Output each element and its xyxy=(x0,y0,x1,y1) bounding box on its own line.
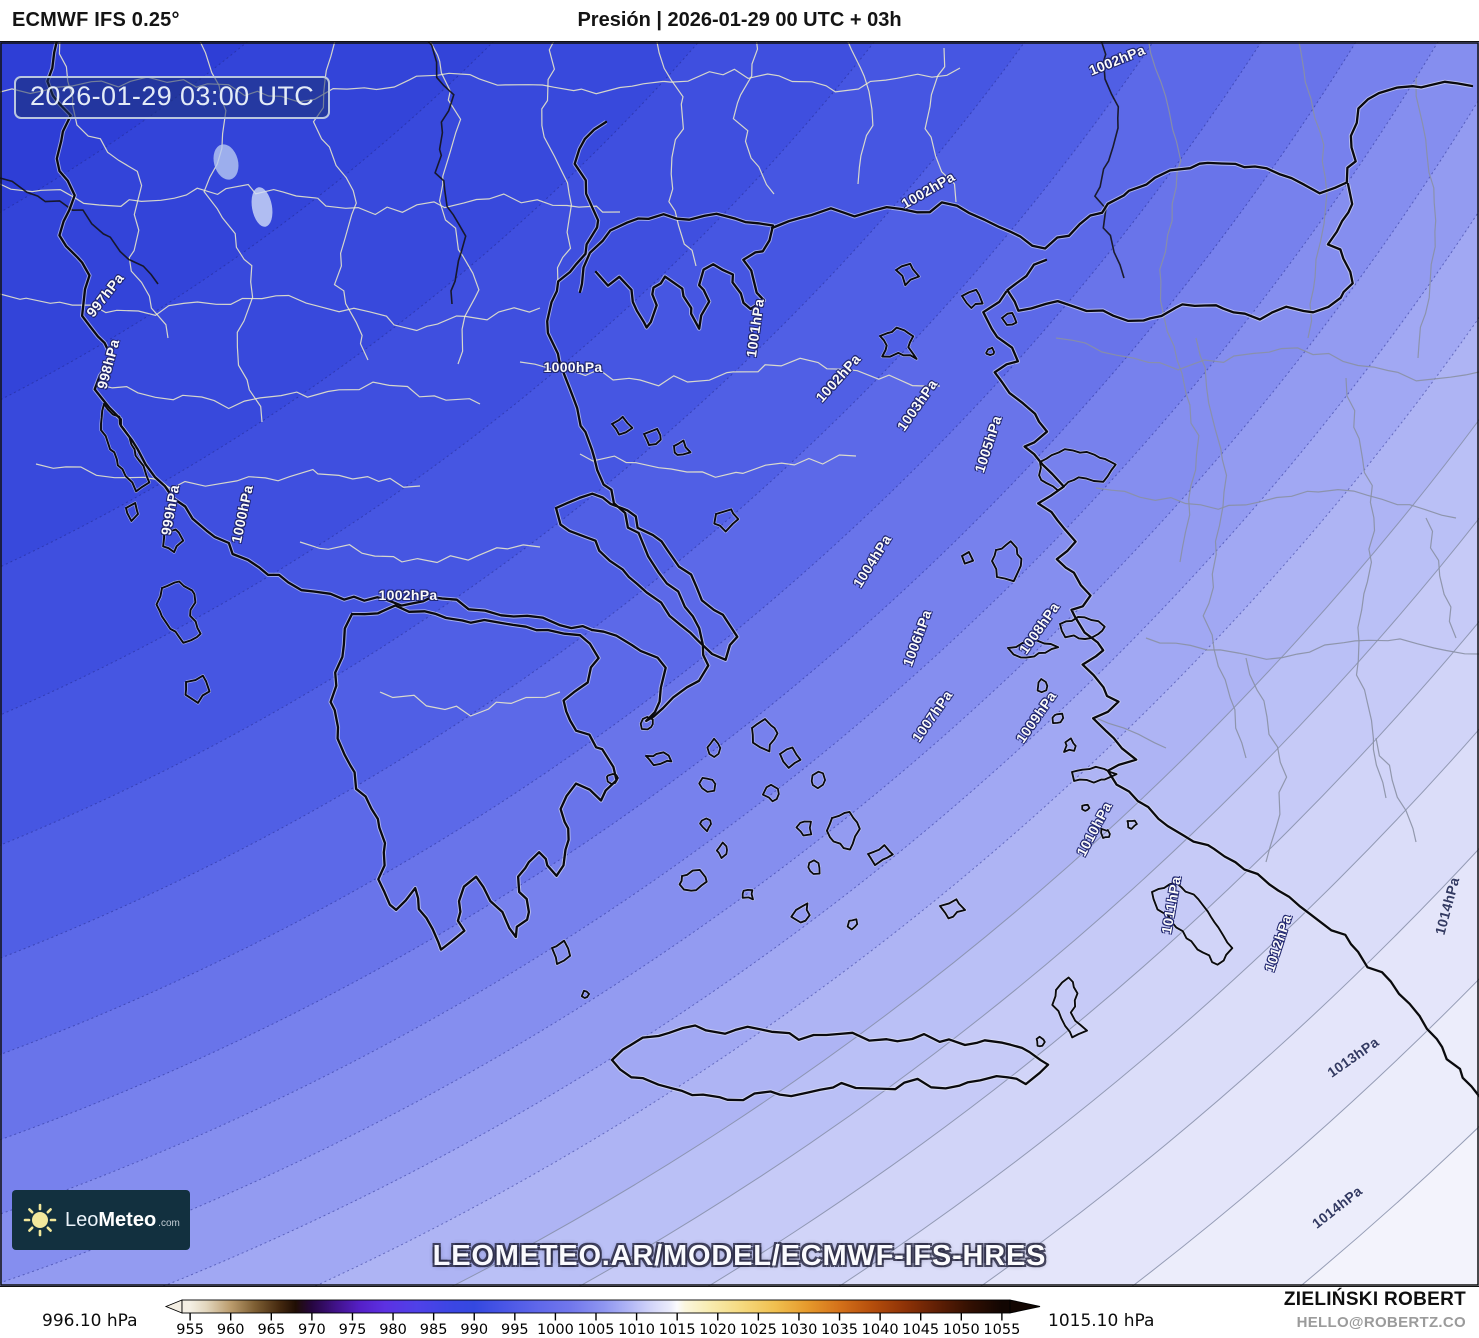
logo-text-light: Leo xyxy=(65,1208,99,1231)
pressure-shading xyxy=(0,42,1479,1286)
colorbar-ticks: 955 960 965 970 975 980 985 990 995 1000 1005 1010 1… xyxy=(176,1313,1020,1338)
colorbar-tick-label: 975 xyxy=(339,1322,367,1338)
leometeo-logo: Leo Meteo .com xyxy=(12,1190,190,1250)
header: ECMWF IFS 0.25° Presión | 2026-01-29 00 … xyxy=(0,0,1479,42)
colorbar-right-arrow xyxy=(1009,1299,1041,1314)
colorbar-max-label: 1015.10 hPa xyxy=(1048,1311,1155,1331)
timestamp-badge: 2026-01-29 03:00 UTC xyxy=(14,76,331,119)
colorbar-tick-label: 990 xyxy=(460,1322,488,1338)
colorbar-tick-label: 1050 xyxy=(943,1322,980,1338)
colorbar-tick-label: 980 xyxy=(379,1322,407,1338)
sun-icon xyxy=(23,1203,57,1237)
colorbar-tick-label: 965 xyxy=(257,1322,285,1338)
colorbar: 955 960 965 970 975 980 985 990 995 1000 1005 1010 1… xyxy=(164,1299,1041,1338)
colorbar-tick-label: 995 xyxy=(501,1322,529,1338)
colorbar-tick-label: 1005 xyxy=(578,1322,615,1338)
colorbar-tick-label: 1055 xyxy=(983,1322,1020,1338)
model-label: ECMWF IFS 0.25° xyxy=(12,9,180,31)
cloud-patches xyxy=(213,144,273,227)
colorbar-tick-label: 1000 xyxy=(537,1322,574,1338)
colorbar-tick-label: 1040 xyxy=(862,1322,899,1338)
colorbar-tick-label: 1010 xyxy=(618,1322,655,1338)
footer: 955 960 965 970 975 980 985 990 995 1000 1005 1010 1… xyxy=(0,1287,1479,1338)
page-title: Presión | 2026-01-29 00 UTC + 03h xyxy=(577,9,902,31)
colorbar-tick-label: 1035 xyxy=(821,1322,858,1338)
country-borders xyxy=(0,42,1125,305)
colorbar-tick-label: 970 xyxy=(298,1322,326,1338)
colorbar-left-arrow xyxy=(164,1299,183,1314)
colorbar-tick-label: 1045 xyxy=(902,1322,939,1338)
colorbar-tick-label: 1015 xyxy=(659,1322,696,1338)
colorbar-tick-label: 1025 xyxy=(740,1322,777,1338)
map-frame xyxy=(0,42,1479,1286)
colorbar-gradient xyxy=(181,1299,1011,1314)
colorbar-min-label: 996.10 hPa xyxy=(42,1311,138,1331)
credit-contact: HELLO@ROBERTZ.CO xyxy=(1296,1314,1466,1331)
pressure-field-svg xyxy=(0,42,1479,1286)
logo-wordmark: Leo Meteo .com xyxy=(65,1209,180,1232)
logo-text-bold: Meteo xyxy=(98,1208,157,1231)
colorbar-tick-label: 1030 xyxy=(780,1322,817,1338)
credit-author: ZIELIŃSKI ROBERT xyxy=(1283,1289,1466,1310)
pressure-map: 997hPa 998hPa 999hPa 1000hPa 1000hPa 1001hPa 1… xyxy=(0,41,1479,1287)
coastline-layer xyxy=(46,42,1479,1102)
colorbar-tick-label: 955 xyxy=(176,1322,204,1338)
admin-borders-gray xyxy=(1055,42,1479,863)
logo-tld: .com xyxy=(158,1217,180,1229)
colorbar-tick-label: 985 xyxy=(420,1322,448,1338)
colorbar-tick-label: 960 xyxy=(217,1322,245,1338)
colorbar-tick-label: 1020 xyxy=(699,1322,736,1338)
watermark: LEOMETEO.AR/MODEL/ECMWF-IFS-HRES xyxy=(432,1240,1047,1272)
